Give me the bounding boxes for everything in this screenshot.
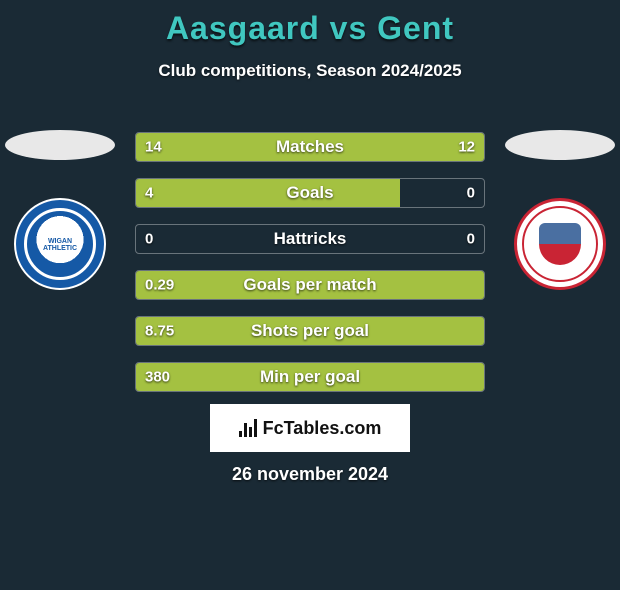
date-label: 26 november 2024 [232, 464, 388, 485]
stat-value-left: 0.29 [145, 277, 174, 294]
page-title: Aasgaard vs Gent [0, 10, 620, 47]
stat-value-left: 8.75 [145, 323, 174, 340]
player-ellipse-right [505, 130, 615, 160]
team-crest-left: WIGANATHLETIC [14, 198, 106, 290]
branding-text: FcTables.com [263, 418, 382, 439]
stat-label: Shots per goal [251, 321, 369, 341]
stat-value-left: 380 [145, 369, 170, 386]
stat-value-right: 0 [467, 231, 475, 248]
right-team-column [500, 130, 620, 290]
stat-label: Matches [276, 137, 344, 157]
stat-seg-left [136, 179, 400, 207]
stat-row: Shots per goal 8.75 [135, 316, 485, 346]
branding-banner: FcTables.com [210, 404, 410, 452]
team-crest-right [514, 198, 606, 290]
stat-value-right: 0 [467, 185, 475, 202]
player-ellipse-left [5, 130, 115, 160]
left-team-column: WIGANATHLETIC [0, 130, 120, 290]
stat-row: Hattricks 0 0 [135, 224, 485, 254]
stat-row: Goals per match 0.29 [135, 270, 485, 300]
stat-row: Matches 14 12 [135, 132, 485, 162]
stat-label: Hattricks [274, 229, 347, 249]
stat-value-right: 12 [458, 139, 475, 156]
stat-row: Goals 4 0 [135, 178, 485, 208]
stat-label: Min per goal [260, 367, 360, 387]
subtitle: Club competitions, Season 2024/2025 [0, 61, 620, 81]
stat-label: Goals per match [243, 275, 376, 295]
crest-inner-text-left: WIGANATHLETIC [43, 238, 77, 252]
stat-value-left: 4 [145, 185, 153, 202]
comparison-bars: Matches 14 12 Goals 4 0 Hattricks 0 0 Goals per m… [135, 132, 485, 408]
stat-value-left: 0 [145, 231, 153, 248]
stat-label: Goals [286, 183, 333, 203]
stat-value-left: 14 [145, 139, 162, 156]
stat-row: Min per goal 380 [135, 362, 485, 392]
branding-bars-icon [239, 419, 257, 437]
